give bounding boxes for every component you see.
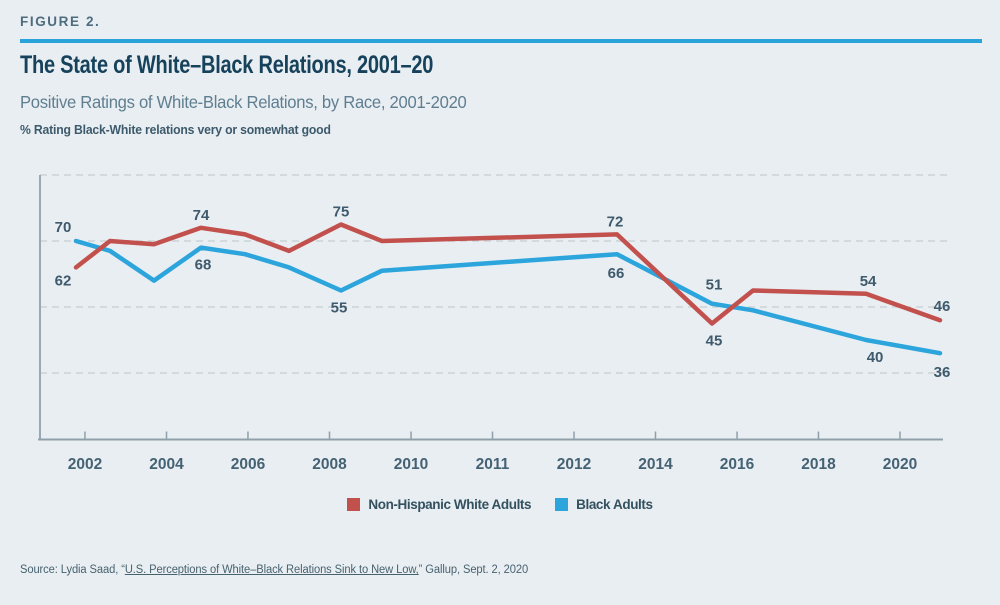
source-note: Source: Lydia Saad, “U.S. Perceptions of… — [20, 564, 528, 576]
point-label: 54 — [860, 273, 877, 290]
point-label: 36 — [934, 364, 951, 381]
x-tick-label: 2002 — [68, 456, 102, 473]
x-tick-label: 2020 — [883, 456, 917, 473]
legend-swatch-black-adults — [555, 498, 569, 511]
accent-rule — [20, 39, 982, 43]
point-label: 74 — [193, 207, 210, 224]
legend-swatch-white-adults — [347, 498, 361, 511]
point-label: 75 — [333, 204, 350, 221]
point-label: 62 — [55, 272, 72, 289]
series-line-0 — [73, 222, 943, 326]
legend-label-white-adults: Non-Hispanic White Adults — [368, 497, 532, 512]
point-label: 55 — [331, 300, 348, 317]
series-line-1 — [73, 238, 943, 356]
source-link[interactable]: U.S. Perceptions of White–Black Relation… — [124, 564, 419, 576]
source-prefix: Source: Lydia Saad, “ — [20, 564, 125, 576]
point-label: 45 — [706, 333, 723, 350]
point-label: 68 — [195, 257, 212, 274]
x-tick-label: 2010 — [394, 456, 428, 473]
x-tick-label: 2008 — [312, 456, 347, 473]
chart-legend: Non-Hispanic White Adults Black Adults — [0, 497, 1000, 512]
figure-subtitle: Positive Ratings of White-Black Relation… — [20, 92, 467, 112]
point-label: 40 — [867, 349, 884, 366]
point-label: 66 — [608, 265, 625, 282]
measure-note: % Rating Black-White relations very or s… — [20, 122, 331, 137]
figure-kicker: FIGURE 2. — [20, 14, 101, 29]
point-label: 46 — [934, 298, 951, 315]
point-label: 70 — [55, 219, 72, 236]
point-label: 51 — [706, 277, 723, 294]
point-label: 72 — [607, 213, 624, 230]
x-tick-label: 2011 — [476, 456, 510, 473]
source-suffix: ” Gallup, Sept. 2, 2020 — [418, 564, 529, 576]
x-tick-label: 2004 — [149, 456, 184, 473]
line-chart: 2002 2004 2006 2008 2010 2011 2012 2014 2016 2018… — [38, 174, 951, 473]
legend-item-black-adults: Black Adults — [555, 497, 653, 512]
legend-item-white-adults: Non-Hispanic White Adults — [347, 497, 532, 512]
x-tick-label: 2016 — [720, 456, 755, 473]
x-tick-label: 2012 — [557, 456, 591, 473]
x-tick-label: 2006 — [231, 456, 266, 473]
legend-label-black-adults: Black Adults — [576, 497, 653, 512]
x-tick-label: 2018 — [801, 456, 836, 473]
x-tick-label: 2014 — [638, 456, 673, 473]
figure-title: The State of White–Black Relations, 2001… — [20, 51, 434, 79]
